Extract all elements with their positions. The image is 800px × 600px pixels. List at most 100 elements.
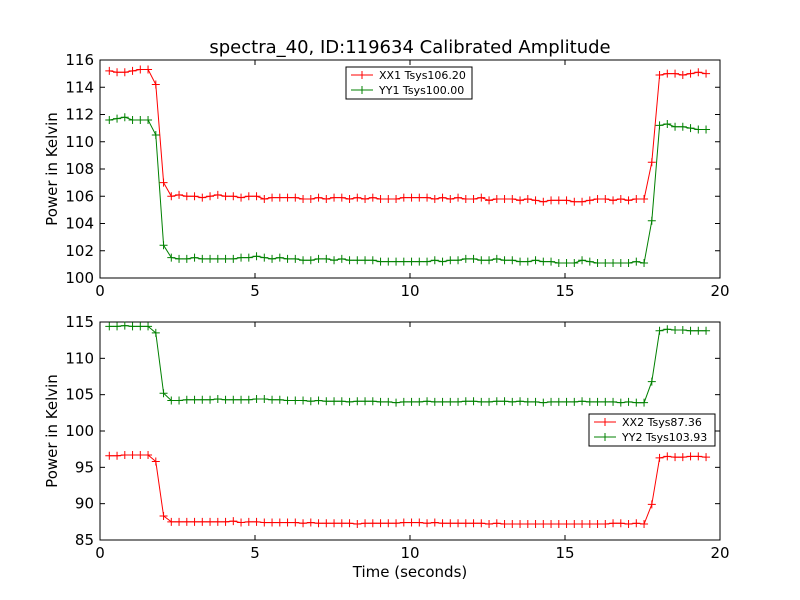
chart2: 0 5 10 15 20 85 90 95 100 105 110 115 Power in Kelvi… (43, 313, 730, 581)
chart2-series-2-point (593, 397, 602, 406)
chart1-series-2-point (407, 257, 416, 266)
chart1-series-2-point (454, 256, 463, 265)
chart1-xtick-label: 20 (710, 282, 729, 300)
chart1-series-1-point (678, 70, 687, 79)
chart2-series-1-point (167, 517, 176, 526)
chart2-series-1-point (500, 520, 509, 529)
chart2-series-1-point (151, 457, 160, 466)
chart1-series-1-point (469, 194, 478, 203)
chart2-series-2-point (190, 395, 199, 404)
chart1-series-1-point (609, 196, 618, 205)
chart2-series-1-point (213, 517, 222, 526)
chart2-series-1-point (353, 520, 362, 529)
chart2-series-2-point (136, 322, 145, 331)
chart1-series-1-point (159, 178, 168, 187)
chart1-ylabel: Power in Kelvin (43, 112, 61, 226)
chart1-ytick-label: 114 (65, 78, 94, 96)
chart2-series-1-point (671, 453, 680, 462)
chart2-series-2-point (601, 397, 610, 406)
chart1-series-1-point (151, 80, 160, 89)
chart1-series-1-point (655, 70, 664, 79)
chart2-ytick-label: 90 (75, 495, 94, 513)
chart2-series-1-point (632, 519, 641, 528)
plots-layer: 0 5 10 15 20100102104106108110112114116Power… (43, 51, 730, 581)
chart1-series-2 (105, 113, 711, 268)
chart2-series-1-point (105, 451, 114, 460)
chart1-xtick-label: 10 (400, 282, 419, 300)
chart1-series-2-point (423, 257, 432, 266)
chart1-series-2-point (593, 259, 602, 268)
chart2-series-1-point (322, 519, 331, 528)
chart2-series-2-point (314, 396, 323, 405)
chart2-ylabel: Power in Kelvin (43, 374, 61, 488)
chart1-series-2-point (632, 257, 641, 266)
chart1-ytick-label: 116 (65, 51, 94, 69)
chart2-series-2-point (275, 395, 284, 404)
chart2-series-1-point (113, 451, 122, 460)
chart1-series-2-point (368, 256, 377, 265)
chart1-series-2-point (678, 122, 687, 131)
chart2-legend-marker-1 (601, 418, 609, 426)
chart2-series-2-point (198, 395, 207, 404)
chart2-series-1-point (640, 520, 649, 529)
chart1-series-2-point (671, 122, 680, 131)
chart1-series-2-point (647, 216, 656, 225)
chart2-series-2-point (144, 322, 153, 331)
chart1-series-2-point (516, 257, 525, 266)
chart1-legend-box (345, 66, 473, 100)
chart2-series-2-point (570, 397, 579, 406)
chart2-series-2-point (322, 397, 331, 406)
chart2-series-2-point (244, 395, 253, 404)
chart1-series-2-point (686, 124, 695, 133)
chart1-series-1-point (361, 194, 370, 203)
chart1-series-2-point (260, 253, 269, 262)
chart2-series-2-point (237, 395, 246, 404)
chart2-series-2-point (492, 397, 501, 406)
chart2-series-1-point (260, 518, 269, 527)
chart2-series-2-point (554, 397, 563, 406)
chart1-series-2-point (500, 256, 509, 265)
chart2-series-1-point (221, 517, 230, 526)
chart2-series-2-point (694, 326, 703, 335)
chart2-series-2-point (361, 397, 370, 406)
chart1-ytick-label: 100 (65, 269, 94, 287)
chart1-ytick-label: 112 (65, 106, 94, 124)
chart2-series-1-point (508, 520, 517, 529)
chart2-ytick-label: 110 (65, 349, 94, 367)
chart2-series-2-point (392, 398, 401, 407)
chart1-series-2-point (353, 256, 362, 265)
chart1-series-1-point (430, 194, 439, 203)
chart1-series-2-point (655, 121, 664, 130)
chart2-series-1-point (547, 520, 556, 529)
chart2-series-2-point (531, 397, 540, 406)
chart2-legend-box (588, 413, 716, 447)
chart1-series-1-point (206, 192, 215, 201)
chart1-series-2-point (415, 257, 424, 266)
chart2-series-1-point (585, 520, 594, 529)
chart1-series-1-point (244, 192, 253, 201)
chart1-series-1-point (221, 192, 230, 201)
chart2-series-2 (105, 321, 711, 407)
chart1-xtick-label: 15 (555, 282, 574, 300)
chart1-series-2-point (252, 252, 261, 261)
chart1-series-1-point (260, 194, 269, 203)
chart1-series-2-point (120, 113, 129, 122)
chart2-series-1-point (229, 517, 238, 526)
chart2-series-1-point (206, 517, 215, 526)
chart1-series-1-point (268, 193, 277, 202)
chart2-xtick-label: 0 (95, 544, 105, 562)
chart2-series-1-line (109, 454, 707, 525)
chart1-series-1-point (113, 68, 122, 77)
chart2-legend: XX2 Tsys87.36 YY2 Tsys103.93 (588, 413, 716, 447)
chart2-series-1-point (361, 519, 370, 528)
chart1-series-2-point (198, 254, 207, 263)
chart1-series-1-point (275, 193, 284, 202)
chart2-series-2-point (252, 395, 261, 404)
chart2-series-1-point (609, 519, 618, 528)
chart1-series-1-point (702, 69, 711, 78)
chart2-series-1-point (407, 518, 416, 527)
chart2-series-2-point (353, 397, 362, 406)
chart1-legend-label-2: YY1 Tsys100.00 (378, 84, 464, 97)
chart1-series-1-point (136, 65, 145, 74)
chart1-series-1-point (492, 194, 501, 203)
